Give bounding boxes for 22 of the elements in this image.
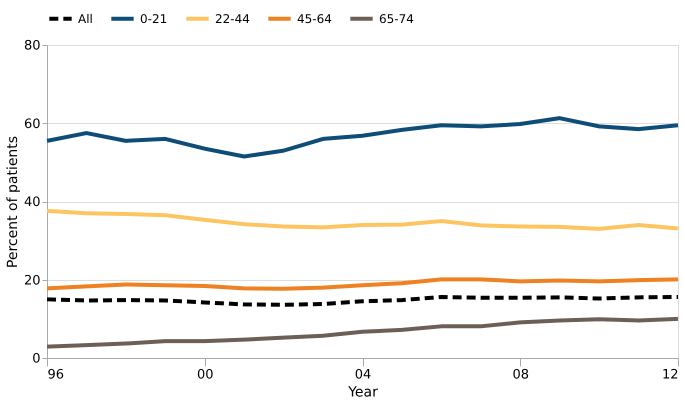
y-tick-label: 60: [24, 116, 40, 132]
line-series: [45, 294, 680, 307]
y-tick-label: 20: [24, 273, 40, 288]
legend-label: 0-21: [140, 12, 168, 26]
x-tick-label: 96: [48, 368, 64, 382]
legend-label: 22-44: [215, 12, 250, 26]
y-tick-label: 0: [32, 352, 40, 366]
y-tick-label: 40: [24, 195, 40, 210]
legend-label: 45-64: [297, 12, 332, 26]
y-tick-label: 80: [24, 38, 40, 54]
line-series: [45, 116, 680, 159]
legend-label: 65-74: [379, 12, 414, 26]
y-axis-title: Percent of patients: [4, 136, 21, 268]
x-axis-title: Year: [347, 384, 378, 400]
x-tick-label: 04: [354, 368, 372, 382]
x-tick-label: 08: [512, 368, 530, 382]
line-series: [45, 208, 680, 231]
legend-label: All: [78, 12, 93, 26]
line-series: [45, 277, 680, 291]
x-tick-label: 00: [196, 368, 214, 382]
x-tick-label: 12: [662, 368, 678, 382]
line-series: [45, 316, 680, 349]
